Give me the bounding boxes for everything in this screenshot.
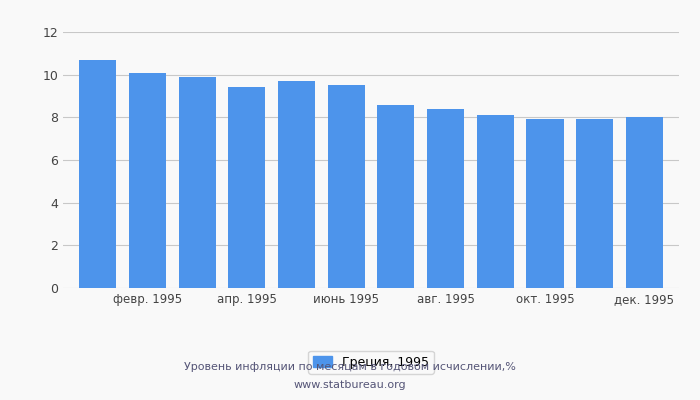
Bar xyxy=(626,117,663,288)
Bar xyxy=(427,109,464,288)
Bar xyxy=(79,60,116,288)
Bar xyxy=(576,120,613,288)
Text: Уровень инфляции по месяцам в годовом исчислении,%: Уровень инфляции по месяцам в годовом ис… xyxy=(184,362,516,372)
Bar xyxy=(129,72,166,288)
Text: www.statbureau.org: www.statbureau.org xyxy=(294,380,406,390)
Bar xyxy=(526,120,564,288)
Bar xyxy=(228,88,265,288)
Bar xyxy=(178,77,216,288)
Bar xyxy=(278,81,315,288)
Bar xyxy=(328,85,365,288)
Legend: Греция, 1995: Греция, 1995 xyxy=(308,350,434,374)
Bar xyxy=(377,104,414,288)
Bar xyxy=(477,115,514,288)
